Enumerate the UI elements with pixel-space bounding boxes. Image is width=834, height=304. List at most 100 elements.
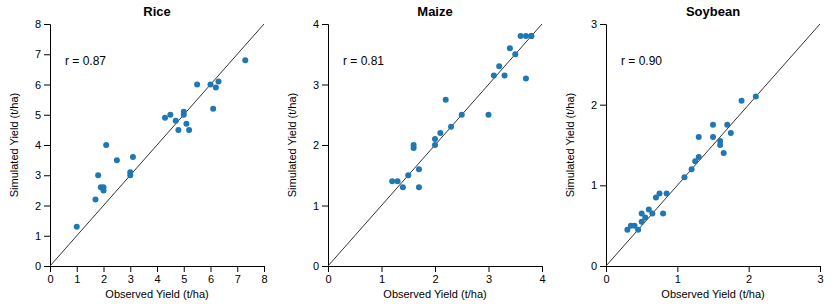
tick-label: 2 (746, 273, 752, 285)
point (717, 142, 723, 148)
point (689, 166, 695, 172)
tick-mark (264, 266, 265, 272)
tick-label: 8 (261, 273, 267, 285)
tick-label: 0 (313, 260, 319, 272)
annotation: r = 0.87 (65, 54, 106, 68)
tick-mark (322, 206, 328, 207)
tick-mark (44, 85, 50, 86)
point (162, 115, 168, 121)
tick-label: 5 (35, 109, 41, 121)
point (507, 45, 513, 51)
point (642, 215, 648, 221)
panel: 012345678012345678Ricer = 0.87Observed Y… (8, 4, 268, 300)
y-axis: 0 1 2 3 (591, 18, 607, 272)
tick: 2 (101, 266, 107, 285)
point (114, 157, 120, 163)
tick-mark (237, 266, 238, 272)
tick: 3 (35, 169, 50, 181)
tick-label: 0 (603, 273, 609, 285)
tick: 1 (675, 266, 681, 285)
tick-label: 4 (539, 273, 545, 285)
tick-mark (820, 266, 821, 272)
point (635, 227, 641, 233)
point (437, 130, 443, 136)
tick-label: 5 (181, 273, 187, 285)
tick: 3 (313, 79, 328, 91)
tick: 2 (313, 139, 328, 151)
tick-mark (44, 24, 50, 25)
tick: 4 (539, 266, 545, 285)
tick-label: 3 (817, 273, 823, 285)
point (459, 112, 465, 118)
tick-label: 1 (35, 230, 41, 242)
point (186, 127, 192, 133)
tick-mark (184, 266, 185, 272)
tick: 3 (128, 266, 134, 285)
point (496, 63, 502, 69)
tick-label: 3 (591, 18, 597, 30)
y-axis-label: Simulated Yield (t/ha) (286, 93, 298, 198)
point (103, 142, 109, 148)
tick: 2 (591, 99, 606, 111)
axis-line (329, 267, 543, 273)
title: Rice (143, 4, 170, 19)
tick: 0 (325, 266, 331, 285)
annotation: r = 0.81 (343, 54, 384, 68)
point (216, 78, 222, 84)
point (92, 196, 98, 202)
tick-label: 2 (101, 273, 107, 285)
tick: 0 (591, 260, 606, 272)
tick: 4 (313, 18, 328, 30)
tick-label: 0 (325, 273, 331, 285)
tick-mark (44, 266, 50, 267)
tick-label: 0 (591, 260, 597, 272)
point (512, 51, 518, 57)
x-axis: 0 1 2 3 (603, 266, 823, 285)
tick-mark (44, 145, 50, 146)
y-axis-label: Simulated Yield (t/ha) (8, 93, 20, 198)
tick-label: 6 (35, 79, 41, 91)
tick-mark (77, 266, 78, 272)
tick: 1 (74, 266, 80, 285)
tick: 4 (154, 266, 160, 285)
tick-mark (104, 266, 105, 272)
tick-label: 1 (591, 179, 597, 191)
tick: 3 (486, 266, 492, 285)
tick-label: 8 (35, 18, 41, 30)
point (728, 130, 734, 136)
identity-line (328, 24, 542, 266)
point (167, 112, 173, 118)
tick-mark (157, 266, 158, 272)
tick-label: 1 (313, 200, 319, 212)
tick-mark (130, 266, 131, 272)
point (173, 118, 179, 124)
point (657, 190, 663, 196)
point (739, 98, 745, 104)
tick-label: 7 (35, 48, 41, 60)
point (724, 122, 730, 128)
tick-label: 2 (432, 273, 438, 285)
point (432, 136, 438, 142)
tick-label: 0 (47, 273, 53, 285)
point (395, 178, 401, 184)
point (95, 172, 101, 178)
point (127, 172, 133, 178)
point (175, 127, 181, 133)
point (432, 142, 438, 148)
tick: 5 (181, 266, 187, 285)
tick: 2 (746, 266, 752, 285)
point (400, 184, 406, 190)
tick-label: 7 (235, 273, 241, 285)
point (518, 33, 524, 39)
x-axis-label: Observed Yield (t/ha) (383, 288, 486, 300)
tick: 0 (47, 266, 53, 285)
y-axis: 0 1 2 3 4 (313, 18, 329, 272)
point (181, 109, 187, 115)
point (502, 72, 508, 78)
tick: 1 (313, 200, 328, 212)
point (411, 142, 417, 148)
tick: 1 (35, 230, 50, 242)
tick-label: 4 (313, 18, 319, 30)
point (101, 184, 107, 190)
point (210, 106, 216, 112)
